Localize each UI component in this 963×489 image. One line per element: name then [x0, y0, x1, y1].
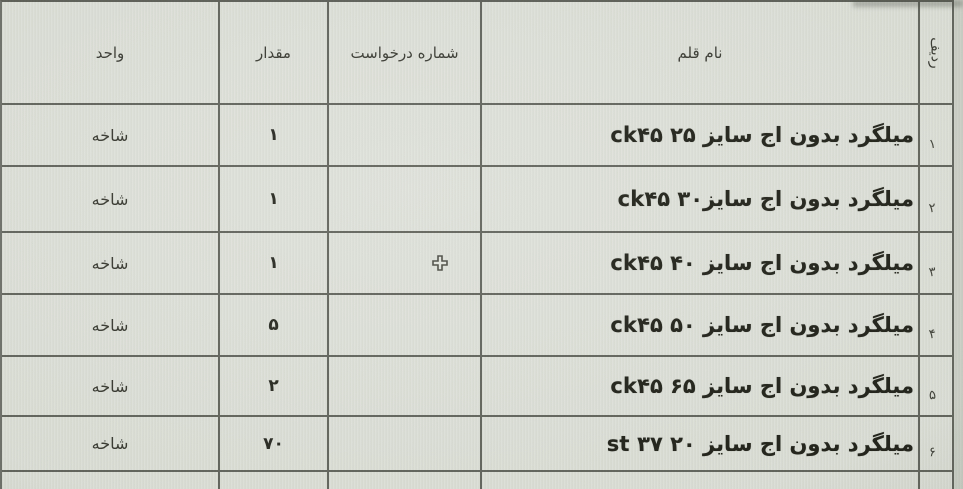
row-number-text: ۲ [927, 200, 937, 216]
cell-item-name[interactable]: میلگرد بدون اج سایز ۲۵ ck۴۵ [480, 105, 918, 167]
partial-row-cell-qty[interactable] [218, 472, 327, 489]
column-header-item-name-label: نام قلم [677, 43, 723, 62]
cell-quantity[interactable]: ۱ [218, 167, 327, 233]
quantity-text: ۷۰ [263, 433, 284, 454]
cell-row-number[interactable]: ۴ [918, 295, 952, 357]
item-name-text: میلگرد بدون اج سایز ۶۵ ck۴۵ [610, 374, 914, 398]
column-header-quantity-label: مقدار [256, 43, 291, 62]
row-number-text: ۵ [927, 387, 937, 403]
column-header-request-number-label: شماره درخواست [350, 43, 459, 62]
column-header-item-name[interactable]: نام قلم [480, 2, 918, 105]
quantity-text: ۵ [268, 315, 279, 335]
cell-unit[interactable]: شاخه [2, 417, 218, 472]
cell-request-number[interactable] [327, 357, 480, 417]
item-name-text: میلگرد بدون اج سایز ۲۰ st ۳۷ [606, 431, 914, 456]
cell-row-number[interactable]: ۳ [918, 233, 952, 295]
partial-row-cell-name[interactable] [480, 472, 918, 489]
column-header-request-number[interactable]: شماره درخواست [327, 2, 480, 105]
partial-row-cell-radif[interactable] [918, 472, 952, 489]
quantity-text: ۲ [268, 376, 279, 396]
partial-row-cell-unit[interactable] [2, 472, 218, 489]
cell-item-name[interactable]: میلگرد بدون اج سایز ۴۰ ck۴۵ [480, 233, 918, 295]
partial-row-cell-request[interactable] [327, 472, 480, 489]
item-name-text: میلگرد بدون اج سایز ۴۰ ck۴۵ [610, 251, 914, 275]
cell-item-name[interactable]: میلگرد بدون اج سایز ۵۰ ck۴۵ [480, 295, 918, 357]
cell-item-name[interactable]: میلگرد بدون اج سایز ۲۰ st ۳۷ [480, 417, 918, 472]
cell-request-number[interactable] [327, 105, 480, 167]
cell-unit[interactable]: شاخه [2, 295, 218, 357]
cell-quantity[interactable]: ۷۰ [218, 417, 327, 472]
cell-unit[interactable]: شاخه [2, 167, 218, 233]
row-number-text: ۴ [927, 326, 937, 342]
cell-quantity[interactable]: ۵ [218, 295, 327, 357]
item-name-text: میلگرد بدون اج سایز ۵۰ ck۴۵ [610, 313, 914, 337]
column-header-radif[interactable]: ردیف [918, 2, 952, 105]
unit-text: شاخه [91, 189, 129, 209]
cell-row-number[interactable]: ۱ [918, 105, 952, 167]
cell-item-name[interactable]: میلگرد بدون اج سایز ۶۵ ck۴۵ [480, 357, 918, 417]
column-header-unit[interactable]: واحد [2, 2, 218, 105]
cell-row-number[interactable]: ۵ [918, 357, 952, 417]
unit-text: شاخه [91, 253, 129, 273]
cell-unit[interactable]: شاخه [2, 357, 218, 417]
row-number-text: ۶ [927, 444, 937, 461]
row-number-text: ۳ [927, 264, 937, 280]
cell-quantity[interactable]: ۲ [218, 357, 327, 417]
unit-text: شاخه [91, 376, 129, 396]
cell-plus-cursor-icon [432, 255, 448, 271]
quantity-text: ۱ [268, 189, 279, 209]
unit-text: شاخه [91, 434, 129, 453]
item-name-text: میلگرد بدون اج سایز۳۰ ck۴۵ [617, 187, 914, 211]
quantity-text: ۱ [268, 125, 279, 145]
cell-quantity[interactable]: ۱ [218, 105, 327, 167]
item-name-text: میلگرد بدون اج سایز ۲۵ ck۴۵ [610, 123, 914, 147]
unit-text: شاخه [91, 125, 129, 145]
cell-item-name[interactable]: میلگرد بدون اج سایز۳۰ ck۴۵ [480, 167, 918, 233]
row-number-text: ۱ [927, 136, 937, 152]
cell-quantity[interactable]: ۱ [218, 233, 327, 295]
column-header-quantity[interactable]: مقدار [218, 2, 327, 105]
cell-row-number[interactable]: ۶ [918, 417, 952, 472]
cell-unit[interactable]: شاخه [2, 233, 218, 295]
cell-unit[interactable]: شاخه [2, 105, 218, 167]
quantity-text: ۱ [268, 253, 279, 273]
unit-text: شاخه [91, 315, 129, 335]
column-header-radif-label: ردیف [928, 36, 945, 69]
cell-request-number[interactable] [327, 295, 480, 357]
cell-row-number[interactable]: ۲ [918, 167, 952, 233]
column-header-unit-label: واحد [95, 43, 125, 62]
cell-request-number[interactable] [327, 233, 480, 295]
cell-request-number[interactable] [327, 417, 480, 472]
cell-request-number[interactable] [327, 167, 480, 233]
